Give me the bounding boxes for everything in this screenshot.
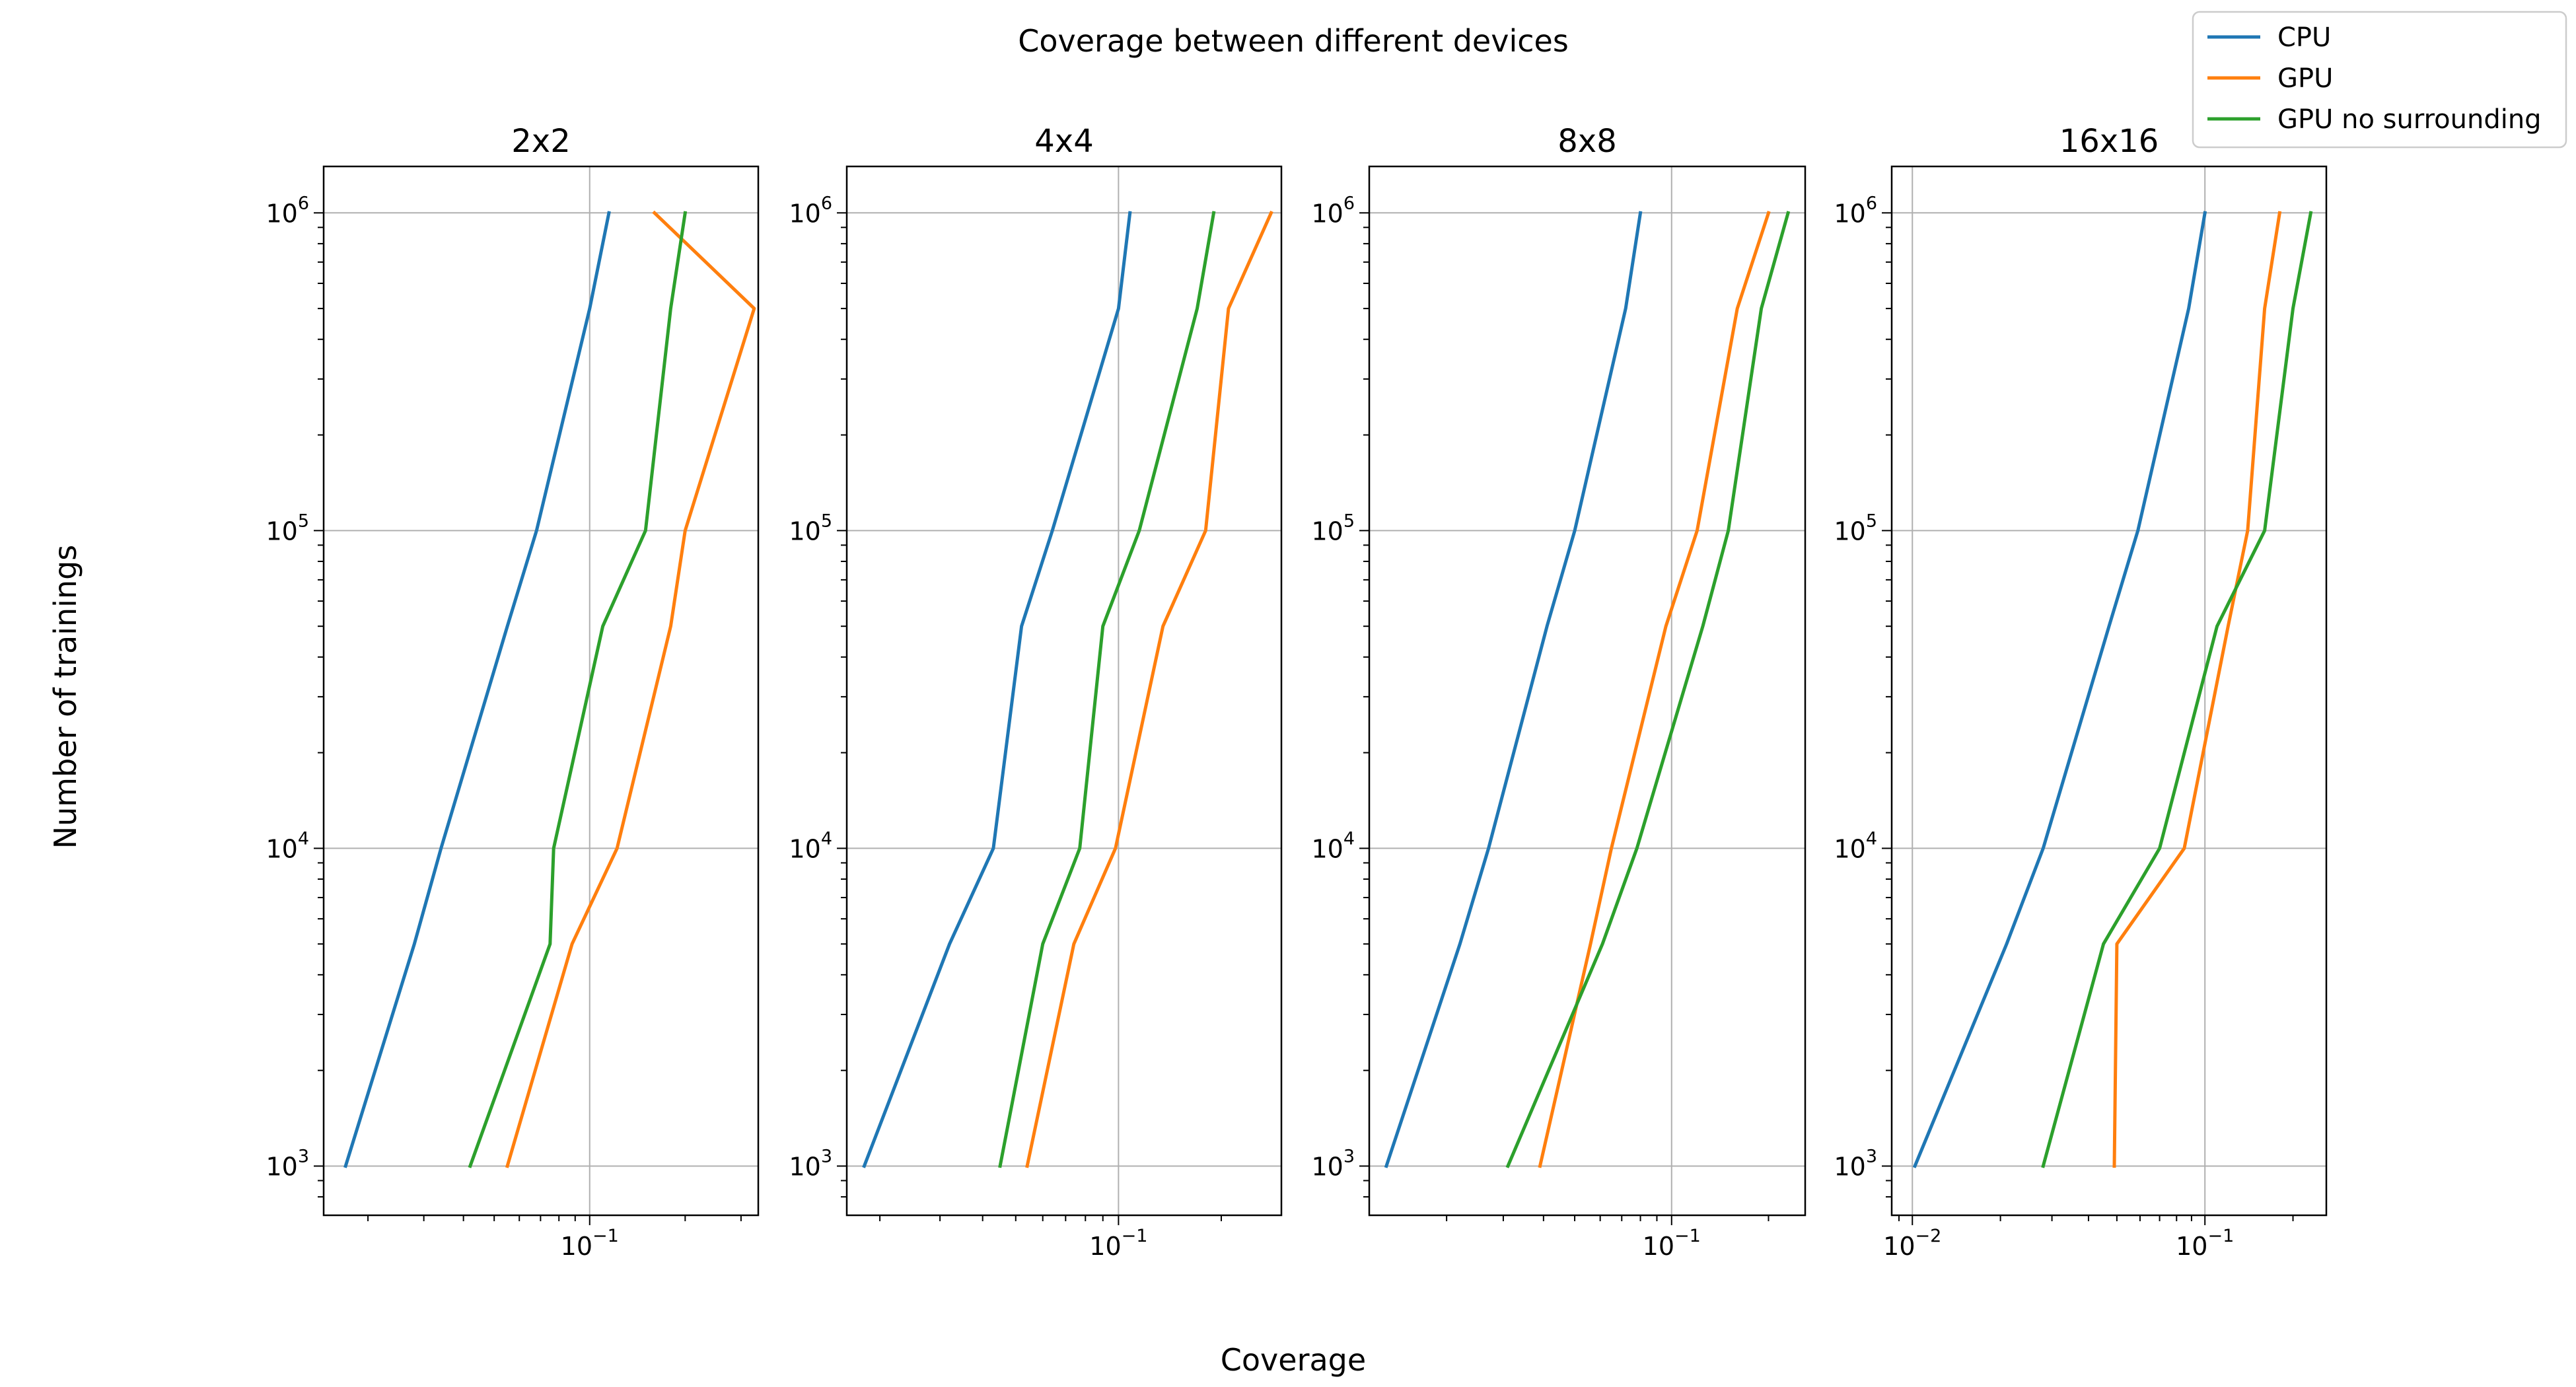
y-tick-label: 105 <box>266 511 309 546</box>
series-line-gpu <box>2112 211 2282 1168</box>
y-tick-label: 106 <box>789 193 832 228</box>
y-tick-label: 106 <box>1834 193 1877 228</box>
axes-frame <box>322 165 760 1217</box>
series-line-cpu <box>343 211 611 1168</box>
y-tick-label: 103 <box>789 1146 832 1181</box>
series-line-gpu-no-surrounding <box>468 211 688 1168</box>
series-line-gpu-no-surrounding <box>2041 211 2313 1168</box>
x-tick-label: 10−2 <box>1883 1226 1941 1261</box>
subplot-title: 4x4 <box>1034 123 1093 160</box>
legend-label: GPU no surrounding <box>2277 104 2542 135</box>
x-minor-ticks <box>1898 1215 2294 1221</box>
subplot-title: 16x16 <box>2059 123 2159 160</box>
axes-frame <box>1368 165 1807 1217</box>
figure-ylabel: Number of trainings <box>48 545 83 849</box>
x-tick-label: 10−1 <box>1089 1226 1147 1261</box>
y-tick-label: 104 <box>1311 828 1355 863</box>
legend-label: GPU <box>2277 63 2333 94</box>
x-minor-ticks <box>367 1215 742 1221</box>
y-minor-ticks <box>1363 227 1369 1198</box>
subplot-title: 2x2 <box>511 123 570 160</box>
x-tick-label: 10−1 <box>561 1226 619 1261</box>
y-tick-label: 103 <box>1834 1146 1877 1181</box>
subplot-16x16: 16x16 103 104 105 106 10−2 10−1 <box>1834 123 2328 1261</box>
series-line-cpu <box>862 211 1132 1168</box>
subplot-title: 8x8 <box>1557 123 1616 160</box>
y-tick-label: 104 <box>266 828 309 863</box>
y-tick-label: 105 <box>789 511 832 546</box>
series-line-gpu <box>505 210 756 1168</box>
y-tick-label: 103 <box>266 1146 309 1181</box>
y-tick-label: 106 <box>1311 193 1355 228</box>
subplot-2x2: 2x2 103 104 105 106 10−1 <box>266 123 760 1261</box>
series-line-cpu <box>1912 211 2207 1168</box>
y-minor-ticks <box>1886 227 1892 1198</box>
series-line-gpu-no-surrounding <box>998 211 1216 1168</box>
y-tick-label: 105 <box>1311 511 1355 546</box>
legend-frame <box>2192 11 2567 149</box>
x-minor-ticks <box>879 1215 1222 1221</box>
subplot-8x8: 8x8 103 104 105 106 10−1 <box>1311 123 1807 1261</box>
series-line-cpu <box>1384 211 1643 1168</box>
y-tick-label: 104 <box>789 828 832 863</box>
x-minor-ticks <box>1446 1215 1770 1221</box>
y-tick-label: 104 <box>1834 828 1877 863</box>
x-tick-label: 10−1 <box>2176 1226 2234 1261</box>
figure-suptitle: Coverage between different devices <box>1018 23 1569 59</box>
y-minor-ticks <box>841 227 847 1198</box>
legend-item-gpu: GPU <box>2207 63 2333 94</box>
y-minor-ticks <box>318 227 324 1198</box>
series-line-gpu-no-surrounding <box>1505 211 1791 1168</box>
series-line-gpu <box>1538 211 1771 1168</box>
subplots: 2x210310410510610−14x410310410510610−18x… <box>266 123 2328 1261</box>
x-tick-label: 10−1 <box>1643 1226 1701 1261</box>
legend-label: CPU <box>2277 22 2331 53</box>
axes-frame <box>845 165 1283 1217</box>
figure-xlabel: Coverage <box>1221 1342 1366 1378</box>
legend: CPU GPU GPU no surrounding <box>2192 11 2567 149</box>
legend-item-cpu: CPU <box>2207 22 2331 53</box>
subplot-4x4: 4x4 103 104 105 106 10−1 <box>789 123 1283 1261</box>
series-line-gpu <box>1025 210 1273 1168</box>
legend-item-gpu-no-surrounding: GPU no surrounding <box>2207 104 2542 135</box>
y-tick-label: 105 <box>1834 511 1877 546</box>
y-tick-label: 106 <box>266 193 309 228</box>
axes-frame <box>1890 165 2328 1217</box>
y-tick-label: 103 <box>1311 1146 1355 1181</box>
